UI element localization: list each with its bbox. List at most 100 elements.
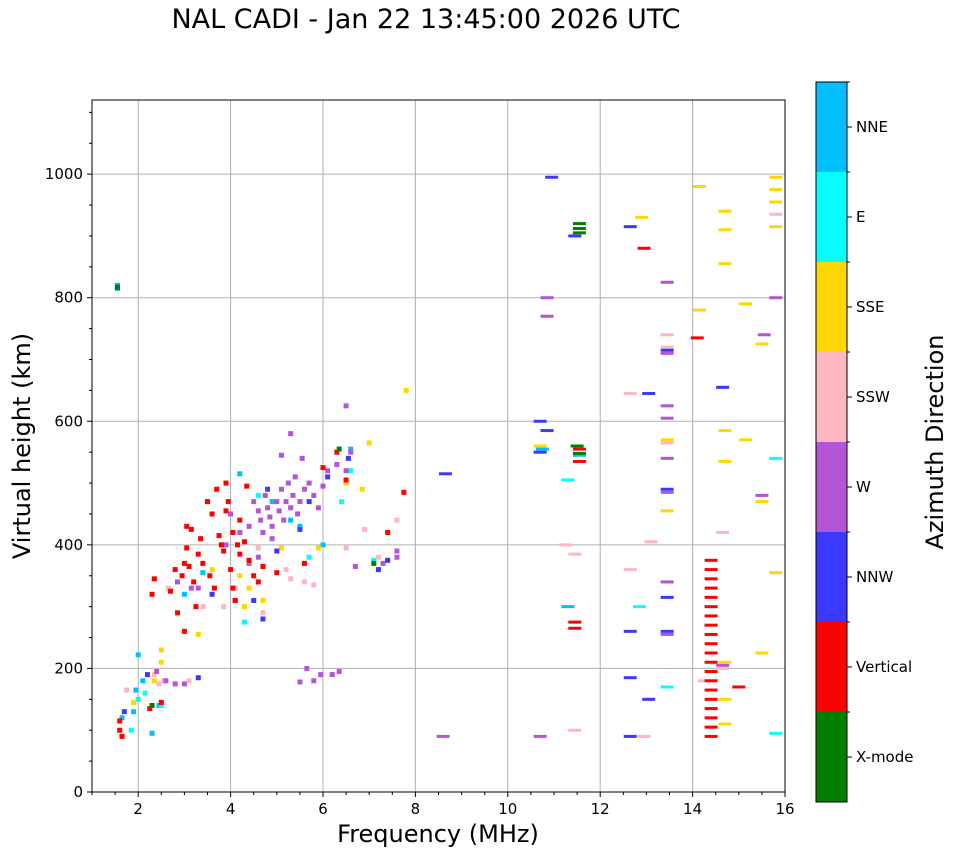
data-point-nne bbox=[181, 591, 187, 597]
data-point-w bbox=[394, 548, 400, 554]
data-point-sse bbox=[718, 228, 732, 232]
data-point-sse bbox=[739, 302, 753, 306]
data-point-w bbox=[380, 560, 386, 566]
data-point-vertical bbox=[211, 585, 217, 591]
data-point-w bbox=[660, 580, 674, 584]
data-point-vertical bbox=[274, 570, 280, 576]
data-point-vertical bbox=[385, 530, 391, 535]
data-point-nne bbox=[269, 499, 275, 505]
data-point-ssw bbox=[697, 679, 711, 683]
data-point-sse bbox=[366, 440, 372, 446]
data-point-vertical bbox=[230, 530, 236, 535]
data-point-w bbox=[318, 672, 324, 678]
data-point-vertical bbox=[572, 447, 586, 451]
data-point-ssw bbox=[311, 582, 317, 588]
x-tick-label: 6 bbox=[318, 800, 328, 818]
data-point-nnw bbox=[533, 419, 547, 423]
data-point-sse bbox=[278, 545, 284, 551]
data-point-vertical bbox=[168, 588, 174, 594]
data-point-nnw bbox=[260, 616, 266, 622]
data-point-sse bbox=[769, 571, 783, 575]
x-tick-label: 12 bbox=[591, 800, 610, 818]
data-point-vertical bbox=[186, 563, 192, 569]
data-point-w bbox=[297, 499, 303, 505]
data-point-sse bbox=[755, 500, 769, 504]
data-point-sse bbox=[718, 697, 732, 701]
data-point-vertical bbox=[704, 670, 718, 674]
data-point-nnw bbox=[623, 225, 637, 229]
data-point-nne bbox=[135, 652, 141, 658]
data-point-sse bbox=[635, 215, 649, 219]
data-point-x-mode bbox=[336, 446, 342, 452]
data-point-ssw bbox=[568, 728, 582, 732]
data-point-nnw bbox=[385, 557, 391, 563]
colorbar-tick-label: X-mode bbox=[856, 748, 913, 766]
data-point-w bbox=[533, 734, 547, 738]
data-point-vertical bbox=[174, 610, 180, 616]
y-tick-label: 200 bbox=[54, 659, 83, 677]
data-point-ssw bbox=[302, 579, 308, 585]
colorbar-tick-label: SSW bbox=[856, 388, 890, 406]
data-point-vertical bbox=[218, 542, 224, 548]
data-point-nnw bbox=[144, 672, 150, 678]
data-point-nne bbox=[320, 542, 326, 548]
data-point-e bbox=[142, 690, 148, 696]
colorbar-tick-label: NNW bbox=[856, 568, 893, 586]
y-axis-label: Virtual height (km) bbox=[8, 333, 36, 559]
data-point-e bbox=[769, 731, 783, 735]
data-point-w bbox=[285, 480, 291, 486]
colorbar-label: Azimuth Direction bbox=[921, 335, 949, 550]
data-point-w bbox=[288, 505, 294, 511]
data-point-e bbox=[632, 605, 646, 609]
data-point-w bbox=[660, 404, 674, 408]
data-point-vertical bbox=[117, 718, 123, 724]
data-point-e bbox=[158, 703, 164, 708]
data-point-w bbox=[297, 679, 303, 685]
data-point-nnw bbox=[306, 499, 312, 505]
data-point-vertical bbox=[119, 733, 125, 739]
data-point-w bbox=[278, 486, 284, 492]
data-point-ssw bbox=[637, 734, 651, 738]
data-point-w bbox=[295, 511, 301, 517]
data-point-w bbox=[260, 530, 266, 535]
data-point-w bbox=[283, 499, 289, 505]
data-point-sse bbox=[718, 429, 732, 433]
x-tick-label: 10 bbox=[498, 800, 517, 818]
data-point-vertical bbox=[251, 573, 257, 579]
data-point-vertical bbox=[228, 567, 234, 573]
data-point-w bbox=[352, 563, 358, 569]
data-point-nne bbox=[535, 447, 549, 451]
data-point-w bbox=[436, 734, 450, 738]
data-point-vertical bbox=[704, 614, 718, 618]
data-point-w bbox=[255, 554, 261, 560]
data-point-ssw bbox=[568, 552, 582, 556]
data-point-ssw bbox=[769, 212, 783, 216]
data-point-w bbox=[267, 514, 273, 520]
data-point-sse bbox=[718, 722, 732, 726]
data-point-w bbox=[769, 296, 783, 300]
data-point-vertical bbox=[704, 716, 718, 720]
data-point-ssw bbox=[660, 441, 674, 445]
data-point-nne bbox=[140, 678, 146, 684]
data-point-vertical bbox=[149, 591, 155, 597]
data-point-w bbox=[258, 517, 264, 523]
data-point-nnw bbox=[660, 487, 674, 491]
data-point-nnw bbox=[540, 429, 554, 433]
data-point-w bbox=[660, 456, 674, 460]
data-point-nnw bbox=[533, 450, 547, 454]
data-point-x-mode bbox=[114, 284, 120, 290]
data-point-sse bbox=[246, 585, 252, 591]
data-point-vertical bbox=[237, 551, 243, 557]
y-tick-label: 800 bbox=[54, 289, 83, 307]
data-point-w bbox=[265, 505, 271, 511]
data-point-nne bbox=[297, 523, 303, 529]
data-point-vertical bbox=[151, 576, 157, 582]
data-point-nne bbox=[237, 471, 243, 477]
data-point-vertical bbox=[704, 697, 718, 701]
data-point-w bbox=[304, 665, 310, 671]
data-point-nne bbox=[572, 453, 586, 457]
data-point-ssw bbox=[660, 345, 674, 349]
data-point-x-mode bbox=[572, 451, 586, 455]
data-point-nnw bbox=[209, 591, 215, 597]
data-point-sse bbox=[131, 699, 137, 705]
